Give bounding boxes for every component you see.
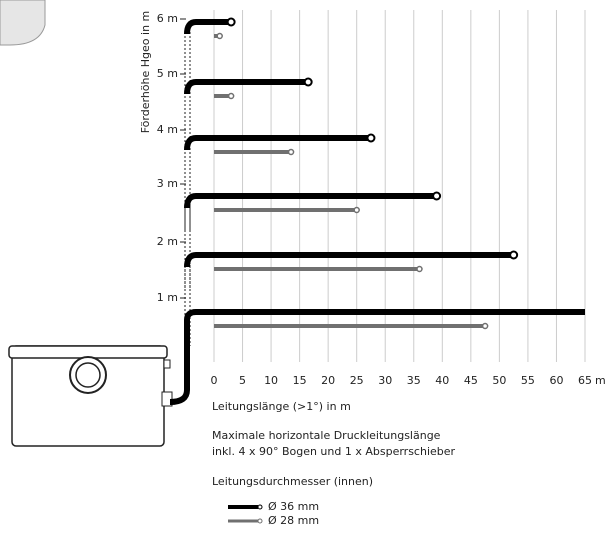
pipe-36 — [184, 19, 232, 35]
pipe-end — [509, 250, 519, 260]
x-tick-label: 25 — [350, 374, 364, 387]
pipe-end — [303, 77, 313, 87]
x-tick-label: 50 — [492, 374, 506, 387]
legend-dot — [257, 504, 263, 510]
y-axis-label: Förderhöhe Hgeo in m — [139, 11, 152, 134]
pipe-end — [353, 206, 360, 214]
pipe-36 — [184, 79, 309, 95]
pipe-end — [287, 148, 295, 156]
y-tick-label: 2 m — [157, 235, 178, 248]
x-axis-label: Leitungslänge (>1°) in m — [212, 400, 351, 413]
x-tick-label: 60 — [549, 374, 563, 387]
y-tick-label: 3 m — [157, 177, 178, 190]
x-tick-label: 5 — [239, 374, 246, 387]
x-tick-label: 20 — [321, 374, 335, 387]
pipe-end — [432, 191, 442, 201]
pipe-end — [216, 32, 223, 40]
pipe-end — [416, 265, 423, 273]
pipe-36 — [184, 252, 514, 268]
x-unit: m — [595, 374, 606, 387]
x-tick-label: 65 — [578, 374, 592, 387]
y-tick-label: 6 m — [157, 12, 178, 25]
y-tick-label: 1 m — [157, 291, 178, 304]
legend-label: Ø 28 mm — [268, 514, 319, 527]
legend-title: Leitungsdurchmesser (innen) — [212, 475, 373, 488]
x-tick-label: 10 — [264, 374, 278, 387]
x-tick-label: 15 — [293, 374, 307, 387]
pipe-end — [481, 322, 489, 330]
pipe-36 — [184, 193, 437, 209]
pipe-end — [226, 17, 236, 27]
x-tick-label: 35 — [407, 374, 421, 387]
pipe-end — [366, 133, 376, 143]
x-tick-label: 40 — [435, 374, 449, 387]
x-tick-label: 0 — [211, 374, 218, 387]
pump-illustration — [0, 0, 173, 447]
x-tick-label: 45 — [464, 374, 478, 387]
pipe-36 — [184, 135, 371, 151]
note: Maximale horizontale Druckleitungslänge — [212, 429, 441, 442]
x-tick-label: 30 — [378, 374, 392, 387]
legend-dot — [257, 518, 263, 524]
y-tick-label: 4 m — [157, 123, 178, 136]
pipe-end — [227, 92, 235, 100]
note: inkl. 4 x 90° Bogen und 1 x Absperrschie… — [212, 445, 456, 458]
legend-label: Ø 36 mm — [268, 500, 319, 513]
x-tick-label: 55 — [521, 374, 535, 387]
pipe-36 — [169, 309, 585, 405]
y-tick-label: 5 m — [157, 67, 178, 80]
